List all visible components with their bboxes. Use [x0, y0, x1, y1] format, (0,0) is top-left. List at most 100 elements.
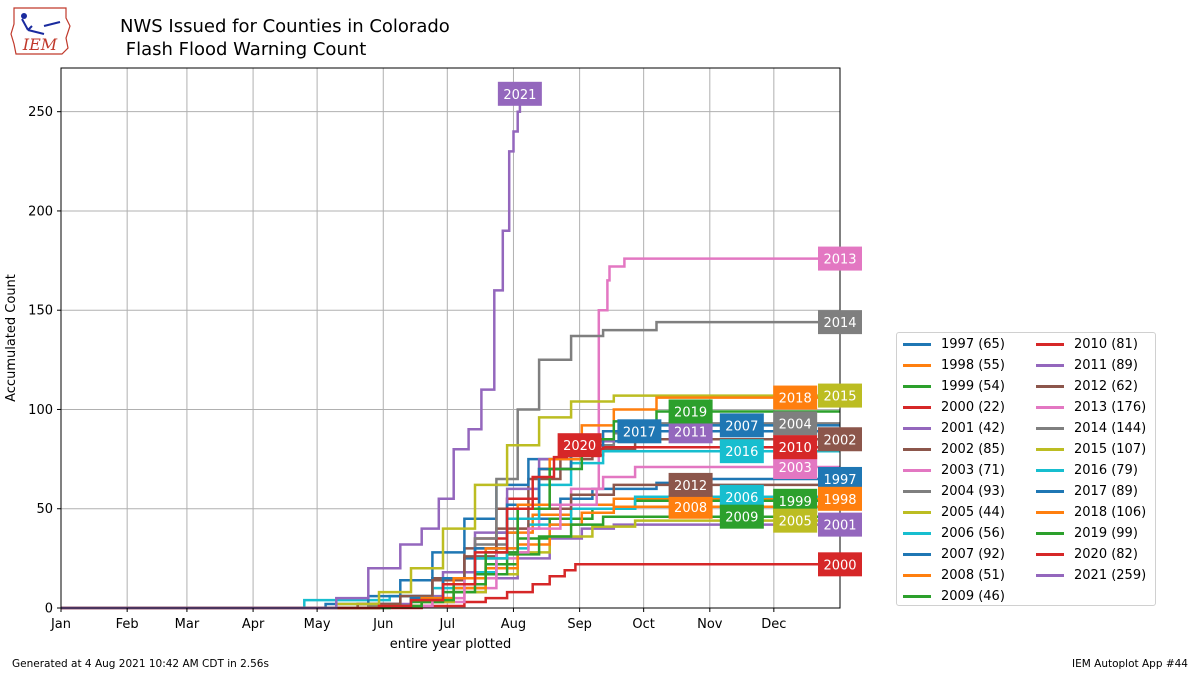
legend-item-2005: 2005 (44) [903, 502, 1005, 522]
legend-swatch [903, 342, 931, 346]
series-label-text: 2011 [674, 425, 707, 440]
app-id: IEM Autoplot App #44 [1072, 658, 1188, 670]
x-tick-label: Feb [116, 617, 139, 632]
series-label-2015: 2015 [818, 383, 862, 408]
legend-label: 2001 (42) [941, 420, 1005, 436]
series-label-box [668, 399, 713, 424]
legend-item-2012: 2012 (62) [1036, 376, 1138, 396]
legend-label: 2014 (144) [1074, 420, 1147, 436]
series-label-box [497, 81, 542, 106]
series-label-box [818, 246, 862, 271]
series-label-box [773, 411, 818, 436]
legend-label: 2003 (71) [941, 462, 1005, 478]
legend-label: 2016 (79) [1074, 462, 1138, 478]
series-label-text: 2015 [823, 390, 856, 405]
axis-ticks: 0 50 100 150 200 250 Jan Feb Mar Apr May Jun Jul Aug S… [28, 105, 786, 632]
y-tick-label: 200 [28, 204, 53, 219]
series-label-text: 2005 [779, 515, 812, 530]
legend-swatch [903, 384, 931, 388]
legend-item-2001: 2001 (42) [903, 418, 1005, 438]
legend-label: 1999 (54) [941, 378, 1005, 394]
legend-item-2008: 2008 (51) [903, 565, 1005, 585]
legend-item-2015: 2015 (107) [1036, 439, 1146, 459]
series-label-text: 2013 [823, 253, 856, 268]
series-label-2020: 2020 [557, 433, 602, 458]
legend-label: 2018 (106) [1074, 504, 1147, 520]
legend-swatch [903, 531, 931, 535]
legend-label: 2008 (51) [941, 567, 1005, 583]
series-label-2002: 2002 [818, 427, 862, 452]
series-label-box [617, 419, 662, 444]
legend-item-1999: 1999 (54) [903, 376, 1005, 396]
series-label-text: 2014 [823, 316, 856, 331]
series-label-2007: 2007 [719, 413, 764, 438]
series-label-box [557, 433, 602, 458]
series-label-text: 2009 [725, 511, 758, 526]
legend-swatch [1036, 384, 1064, 388]
legend-label: 2017 (89) [1074, 483, 1138, 499]
legend-swatch [903, 573, 931, 577]
series-label-2016: 2016 [719, 439, 764, 464]
legend-swatch [903, 363, 931, 367]
legend-item-1998: 1998 (55) [903, 355, 1005, 375]
y-tick-label: 50 [36, 502, 53, 517]
generated-timestamp: Generated at 4 Aug 2021 10:42 AM CDT in … [12, 658, 269, 670]
legend-swatch [1036, 489, 1064, 493]
series-lines [61, 93, 840, 610]
legend-item-2020: 2020 (82) [1036, 544, 1138, 564]
y-tick-label: 250 [28, 105, 53, 120]
legend-item-2006: 2006 (56) [903, 523, 1005, 543]
series-label-1998: 1998 [818, 486, 862, 511]
series-line-2020 [61, 445, 581, 610]
legend-swatch [1036, 552, 1064, 556]
series-label-box [719, 413, 764, 438]
chart-title-line-2: Flash Flood Warning Count [120, 39, 367, 60]
series-line-2015 [61, 394, 840, 610]
series-line-2021 [61, 93, 522, 610]
series-label-box [773, 385, 818, 410]
legend-swatch [903, 426, 931, 430]
legend-item-1997: 1997 (65) [903, 334, 1005, 354]
series-label-box [818, 427, 862, 452]
legend-label: 2019 (99) [1074, 525, 1138, 541]
legend-swatch [903, 510, 931, 514]
legend-swatch [903, 594, 931, 598]
series-label-text: 2020 [563, 439, 596, 454]
legend-swatch [903, 468, 931, 472]
legend-label: 2006 (56) [941, 525, 1005, 541]
legend-swatch [903, 447, 931, 451]
y-tick-label: 150 [28, 304, 53, 319]
legend-swatch [903, 405, 931, 409]
legend-swatch [903, 489, 931, 493]
series-end-labels: 1997 1998 1999 2000 2001 2002 2003 2004 2005 2006… [497, 81, 862, 577]
series-label-2005: 2005 [773, 508, 818, 533]
legend-item-2004: 2004 (93) [903, 481, 1005, 501]
x-axis-label: entire year plotted [390, 637, 512, 652]
legend-label: 2011 (89) [1074, 357, 1138, 373]
series-label-box [818, 512, 862, 537]
series-label-2013: 2013 [818, 246, 862, 271]
x-tick-label: Aug [501, 617, 526, 632]
legend-label: 2002 (85) [941, 441, 1005, 457]
legend-label: 2009 (46) [941, 588, 1005, 604]
legend-swatch [1036, 573, 1064, 577]
x-tick-label: Nov [697, 617, 723, 632]
iem-logo: IEM [10, 7, 71, 55]
legend-item-2007: 2007 (92) [903, 544, 1005, 564]
legend-label: 2012 (62) [1074, 378, 1138, 394]
series-label-text: 2007 [725, 419, 758, 434]
series-label-text: 2001 [823, 519, 856, 534]
chart-title-line-1: NWS Issued for Counties in Colorado [120, 16, 450, 37]
legend-item-2003: 2003 (71) [903, 460, 1005, 480]
y-tick-label: 0 [45, 602, 53, 617]
series-label-text: 2002 [823, 433, 856, 448]
series-label-box [818, 552, 862, 577]
series-label-box [818, 486, 862, 511]
y-tick-label: 100 [28, 403, 53, 418]
x-tick-label: Dec [761, 617, 786, 632]
series-label-2008: 2008 [668, 494, 713, 519]
series-label-box [818, 383, 862, 408]
x-tick-label: Mar [175, 617, 200, 632]
legend-item-2018: 2018 (106) [1036, 502, 1146, 522]
